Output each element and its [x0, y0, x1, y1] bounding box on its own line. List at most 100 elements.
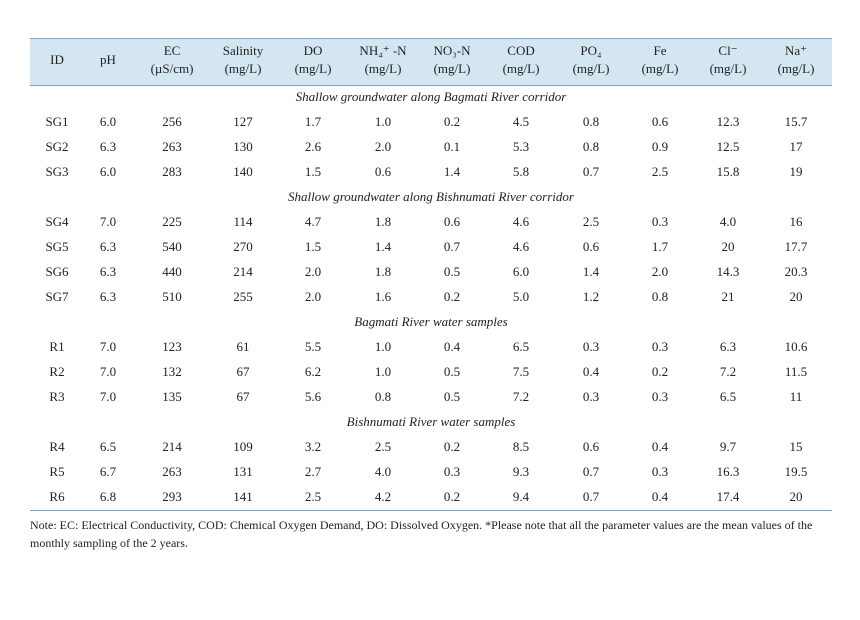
cell: 61 [236, 339, 250, 354]
row-id: SG4 [45, 214, 69, 229]
cell: 6.5 [99, 439, 117, 454]
cell: 0.1 [443, 139, 461, 154]
cell: 0.6 [443, 214, 461, 229]
cell: 1.8 [374, 214, 392, 229]
cell: 6.7 [99, 464, 117, 479]
cell: 283 [162, 164, 182, 179]
cell: 12.5 [716, 139, 740, 154]
cell: 0.6 [651, 114, 669, 129]
cell: 0.7 [582, 489, 600, 504]
cell: 6.0 [512, 264, 530, 279]
cell: 6.3 [99, 139, 117, 154]
section-title: Bishnumati River water samples [346, 414, 516, 429]
column-unit: (mg/L) [572, 61, 610, 76]
cell: 0.7 [582, 464, 600, 479]
column-name: COD [507, 43, 535, 58]
cell: 0.3 [582, 339, 600, 354]
cell: 2.7 [304, 464, 322, 479]
cell: 0.4 [443, 339, 461, 354]
cell: 0.4 [582, 364, 600, 379]
cell: 1.6 [374, 289, 392, 304]
cell: 114 [233, 214, 253, 229]
cell: 1.2 [582, 289, 600, 304]
row-id: SG1 [45, 114, 69, 129]
cell: 0.2 [443, 489, 461, 504]
cell: 2.5 [582, 214, 600, 229]
cell: 7.0 [99, 214, 117, 229]
cell: 19.5 [784, 464, 808, 479]
cell: 132 [162, 364, 182, 379]
cell: 6.0 [99, 164, 117, 179]
cell: 0.2 [443, 114, 461, 129]
cell: 6.8 [99, 489, 117, 504]
row-id: R4 [49, 439, 65, 454]
cell: 4.7 [304, 214, 322, 229]
cell: 6.2 [304, 364, 322, 379]
cell: 123 [162, 339, 182, 354]
cell: 9.3 [512, 464, 530, 479]
cell: 2.5 [304, 489, 322, 504]
cell: 9.7 [719, 439, 737, 454]
cell: 540 [162, 239, 182, 254]
cell: 7.2 [512, 389, 530, 404]
section-title: Shallow groundwater along Bishnumati Riv… [288, 189, 574, 204]
column-unit: (mg/L) [641, 61, 679, 76]
cell: 2.5 [374, 439, 392, 454]
cell: 1.4 [374, 239, 392, 254]
row-id: SG3 [45, 164, 69, 179]
cell: 20 [789, 489, 803, 504]
cell: 5.5 [304, 339, 322, 354]
cell: 2.0 [304, 264, 322, 279]
cell: 135 [162, 389, 182, 404]
cell: 0.3 [443, 464, 461, 479]
cell: 140 [233, 164, 253, 179]
cell: 255 [233, 289, 253, 304]
cell: 214 [162, 439, 182, 454]
cell: 1.5 [304, 164, 322, 179]
cell: 1.0 [374, 114, 392, 129]
cell: 0.3 [582, 389, 600, 404]
row-id: SG5 [45, 239, 69, 254]
cell: 15.7 [784, 114, 808, 129]
cell: 5.6 [304, 389, 322, 404]
cell: 270 [233, 239, 253, 254]
cell: 0.5 [443, 264, 461, 279]
section-title: Bagmati River water samples [354, 314, 508, 329]
cell: 4.2 [374, 489, 392, 504]
row-id: SG2 [45, 139, 69, 154]
cell: 3.2 [304, 439, 322, 454]
cell: 10.6 [784, 339, 808, 354]
cell: 20 [721, 239, 735, 254]
cell: 0.2 [651, 364, 669, 379]
row-id: R6 [49, 489, 65, 504]
cell: 20.3 [784, 264, 808, 279]
column-name: pH [100, 52, 116, 67]
cell: 0.4 [651, 489, 669, 504]
cell: 214 [233, 264, 253, 279]
cell: 0.8 [582, 114, 600, 129]
cell: 1.7 [651, 239, 669, 254]
cell: 0.6 [582, 239, 600, 254]
cell: 20 [789, 289, 803, 304]
cell: 5.3 [512, 139, 530, 154]
cell: 6.3 [99, 239, 117, 254]
cell: 1.7 [304, 114, 322, 129]
cell: 17.4 [716, 489, 740, 504]
cell: 4.5 [512, 114, 530, 129]
cell: 12.3 [716, 114, 740, 129]
cell: 1.5 [304, 239, 322, 254]
cell: 0.6 [582, 439, 600, 454]
cell: 109 [233, 439, 253, 454]
cell: 1.0 [374, 364, 392, 379]
cell: 127 [233, 114, 253, 129]
cell: 0.7 [443, 239, 461, 254]
cell: 6.3 [99, 289, 117, 304]
cell: 4.6 [512, 239, 530, 254]
cell: 256 [162, 114, 182, 129]
cell: 9.4 [512, 489, 530, 504]
column-name: Fe [653, 43, 667, 58]
cell: 263 [162, 464, 182, 479]
cell: 4.6 [512, 214, 530, 229]
row-id: R1 [49, 339, 65, 354]
